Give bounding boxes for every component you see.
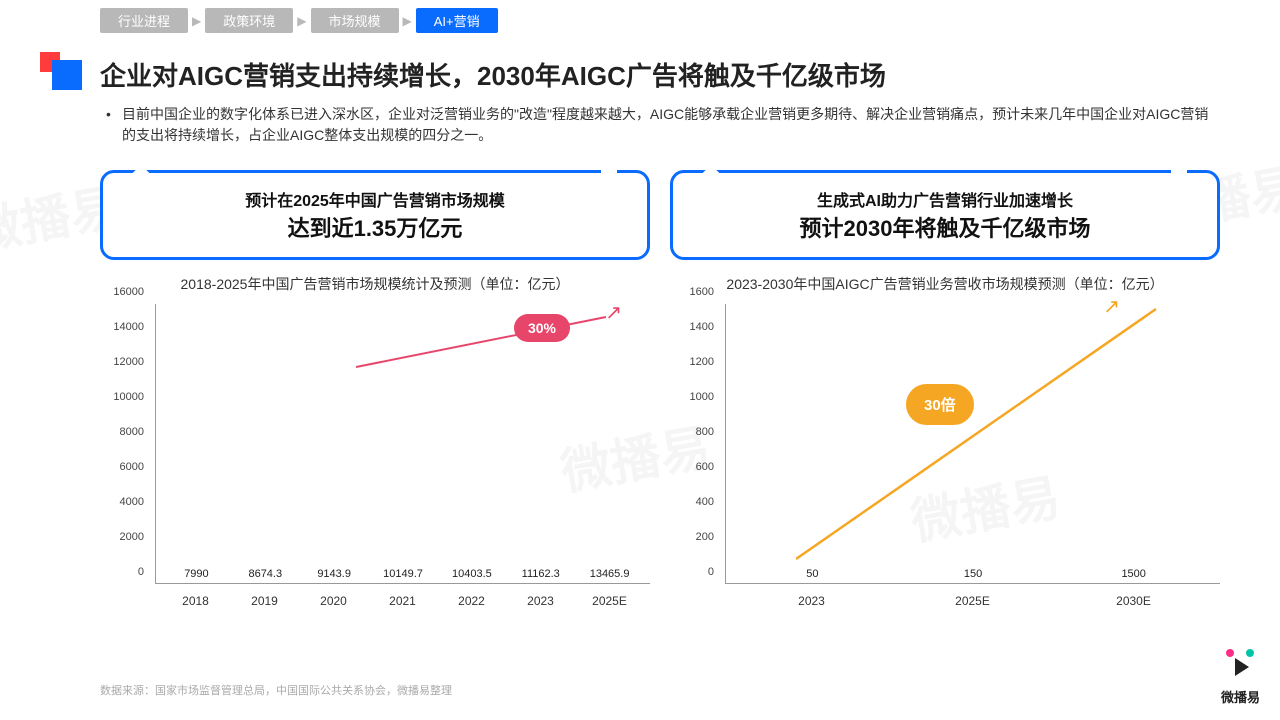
arrow-icon: ▶ (192, 14, 201, 28)
bar-value-label: 150 (964, 568, 982, 580)
x-label: 2020 (299, 588, 368, 614)
play-icon (1235, 658, 1249, 676)
bar-value-label: 11162.3 (522, 568, 560, 580)
x-label: 2023 (506, 588, 575, 614)
description: 目前中国企业的数字化体系已进入深水区，企业对泛营销业务的"改造"程度越来越大，A… (122, 104, 1220, 146)
callout-sub: 预计在2025年中国广告营销市场规模 (113, 187, 637, 211)
y-tick: 6000 (120, 461, 144, 473)
brand-logo: 微播易 (1221, 649, 1260, 706)
y-tick: 16000 (113, 286, 144, 298)
bar-value-label: 9143.9 (317, 568, 351, 580)
callout-sub: 生成式AI助力广告营销行业加速增长 (683, 187, 1207, 211)
right-callout: 生成式AI助力广告营销行业加速增长 预计2030年将触及千亿级市场 (670, 170, 1220, 260)
bar-value-label: 13465.9 (590, 568, 630, 580)
crumb-3: 市场规模 (311, 8, 399, 33)
arrow-icon: ▶ (403, 14, 412, 28)
x-label: 2019 (230, 588, 299, 614)
bar-value-label: 7990 (184, 568, 208, 580)
left-chart: 0200040006000800010000120001400016000 79… (100, 304, 650, 614)
arrow-icon: ▶ (297, 14, 306, 28)
x-label: 2023 (731, 588, 892, 614)
trend-arrow-icon: ↗ (605, 300, 622, 325)
x-label: 2022 (437, 588, 506, 614)
y-tick: 0 (138, 566, 144, 578)
y-tick: 400 (696, 496, 714, 508)
accent-blue (52, 60, 82, 90)
left-chart-title: 2018-2025年中国广告营销市场规模统计及预测（单位：亿元） (100, 274, 650, 294)
x-label: 2030E (1053, 588, 1214, 614)
data-source: 数据来源：国家市场监督管理总局，中国国际公共关系协会，微播易整理 (100, 682, 452, 698)
y-tick: 1200 (690, 356, 714, 368)
bar-value-label: 50 (806, 568, 818, 580)
callout-main: 预计2030年将触及千亿级市场 (683, 211, 1207, 243)
crumb-1: 行业进程 (100, 8, 188, 33)
y-tick: 10000 (113, 391, 144, 403)
callout-main: 达到近1.35万亿元 (113, 211, 637, 243)
trend-arrow-icon: ↗ (1103, 294, 1120, 319)
bar-value-label: 10403.5 (452, 568, 492, 580)
crumb-2: 政策环境 (205, 8, 293, 33)
right-chart-title: 2023-2030年中国AIGC广告营销业务营收市场规模预测（单位：亿元） (670, 274, 1220, 294)
breadcrumb: 行业进程 ▶ 政策环境 ▶ 市场规模 ▶ AI+营销 (100, 8, 498, 33)
left-panel: 预计在2025年中国广告营销市场规模 达到近1.35万亿元 2018-2025年… (100, 170, 650, 614)
y-tick: 200 (696, 531, 714, 543)
y-tick: 1600 (690, 286, 714, 298)
logo-dot-icon (1246, 649, 1254, 657)
y-tick: 12000 (113, 356, 144, 368)
x-label: 2018 (161, 588, 230, 614)
left-callout: 预计在2025年中国广告营销市场规模 达到近1.35万亿元 (100, 170, 650, 260)
multiplier-badge: 30倍 (906, 384, 974, 425)
y-tick: 800 (696, 426, 714, 438)
y-tick: 1400 (690, 321, 714, 333)
x-label: 2025E (575, 588, 644, 614)
y-tick: 2000 (120, 531, 144, 543)
growth-badge: 30% (514, 314, 570, 342)
bar-value-label: 10149.7 (383, 568, 423, 580)
y-tick: 1000 (690, 391, 714, 403)
bar-value-label: 8674.3 (248, 568, 282, 580)
crumb-4: AI+营销 (416, 8, 498, 33)
logo-text: 微播易 (1221, 687, 1260, 706)
x-label: 2025E (892, 588, 1053, 614)
right-panel: 生成式AI助力广告营销行业加速增长 预计2030年将触及千亿级市场 2023-2… (670, 170, 1220, 614)
y-tick: 4000 (120, 496, 144, 508)
y-tick: 14000 (113, 321, 144, 333)
page-title: 企业对AIGC营销支出持续增长，2030年AIGC广告将触及千亿级市场 (100, 56, 886, 93)
bar-value-label: 1500 (1121, 568, 1145, 580)
right-chart: 02004006008001000120014001600 501501500 … (670, 304, 1220, 614)
y-tick: 0 (708, 566, 714, 578)
y-tick: 8000 (120, 426, 144, 438)
logo-dot-icon (1226, 649, 1234, 657)
y-tick: 600 (696, 461, 714, 473)
x-label: 2021 (368, 588, 437, 614)
